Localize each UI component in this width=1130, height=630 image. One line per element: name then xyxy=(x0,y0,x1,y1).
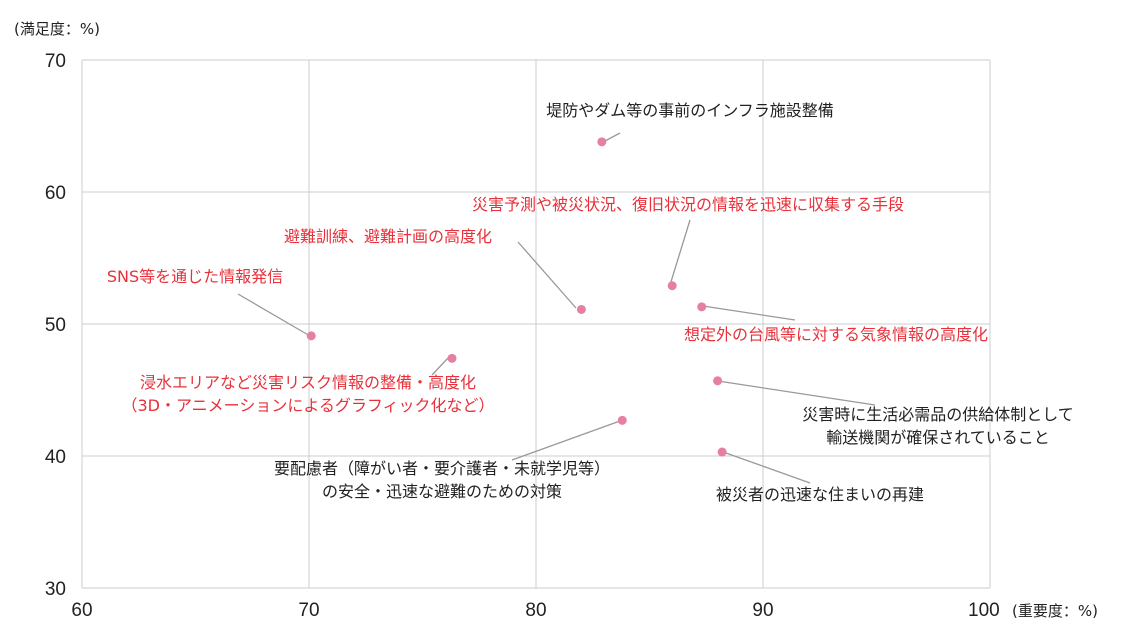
x-tick-label: 90 xyxy=(752,600,773,621)
leader-line xyxy=(717,380,876,406)
data-point xyxy=(597,137,607,147)
point-label: 災害予測や被災状況、復旧状況の情報を迅速に収集する手段 xyxy=(472,195,904,214)
point-label: 被災者の迅速な住まいの再建 xyxy=(716,485,924,504)
data-point xyxy=(576,304,586,314)
point-label: 要配慮者（障がい者・要介護者・未就学児等） xyxy=(274,459,610,478)
point-label: 想定外の台風等に対する気象情報の高度化 xyxy=(684,325,988,344)
data-point xyxy=(667,281,677,291)
leader-line xyxy=(702,305,796,321)
leader-line xyxy=(511,420,621,461)
x-tick-label: 70 xyxy=(298,600,319,621)
point-labels: 堤防やダム等の事前のインフラ施設整備災害予測や被災状況、復旧状況の情報を迅速に収… xyxy=(107,101,1074,504)
point-label: 災害時に生活必需品の供給体制として xyxy=(802,405,1074,424)
x-tick-label: 80 xyxy=(525,600,546,621)
data-point xyxy=(697,302,707,312)
leader-lines xyxy=(237,132,876,484)
point-label: SNS等を通じた情報発信 xyxy=(107,267,283,286)
leader-line xyxy=(431,356,450,376)
leader-line xyxy=(725,452,811,484)
x-axis-label: (重要度：%) xyxy=(1012,602,1098,620)
leader-line xyxy=(604,132,621,142)
data-point xyxy=(617,415,627,425)
point-label: 浸水エリアなど災害リスク情報の整備・高度化 xyxy=(140,373,476,392)
leader-line xyxy=(237,293,311,337)
y-tick-label: 60 xyxy=(45,183,66,204)
point-label: 堤防やダム等の事前のインフラ施設整備 xyxy=(546,101,834,120)
point-label: 輸送機関が確保されていること xyxy=(826,428,1050,447)
point-label: の安全・迅速な避難のための対策 xyxy=(322,482,562,501)
tick-labels: 60 70 80 90 100 30 40 50 60 70 xyxy=(45,51,1000,621)
grid xyxy=(81,59,991,589)
y-tick-label: 50 xyxy=(45,315,66,336)
y-tick-label: 40 xyxy=(45,447,66,468)
data-point xyxy=(447,353,457,363)
point-label: 避難訓練、避難計画の高度化 xyxy=(284,227,492,246)
y-tick-label: 30 xyxy=(45,579,66,600)
leader-line xyxy=(517,241,577,309)
x-tick-label: 100 xyxy=(968,600,1000,621)
x-tick-label: 60 xyxy=(71,600,92,621)
data-points xyxy=(306,137,727,457)
data-point xyxy=(717,447,727,457)
data-point xyxy=(306,331,316,341)
leader-line xyxy=(669,219,691,286)
data-point xyxy=(713,376,723,386)
y-tick-label: 70 xyxy=(45,51,66,72)
y-axis-label: (満足度：%) xyxy=(14,20,100,38)
point-label: （3D・アニメーションによるグラフィック化など） xyxy=(121,396,494,415)
